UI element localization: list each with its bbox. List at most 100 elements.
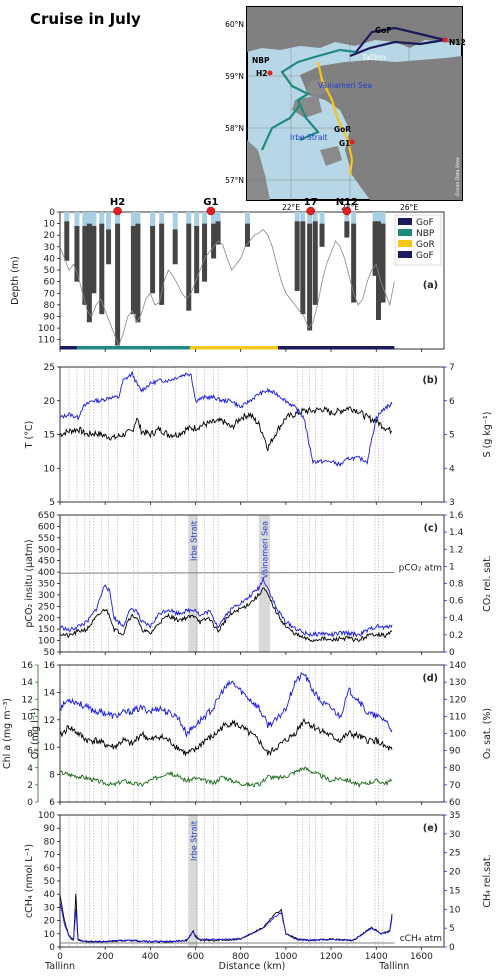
- cast-top-a: [82, 212, 88, 226]
- tick-label-co2sat-c: 0.4: [449, 614, 464, 624]
- ylabel-chl-d: Chl a (mg m⁻³): [2, 698, 13, 769]
- xtick-label-e: 600: [187, 952, 204, 962]
- series-ch4: [59, 893, 393, 944]
- panel-label-a: (a): [423, 280, 438, 291]
- annotation-ch4-atm: cCH₄ atm: [400, 934, 442, 944]
- cast-bar-a: [215, 221, 221, 245]
- series-chl-a: [59, 766, 393, 789]
- cast-top-a: [211, 212, 217, 224]
- tick-label-temp-b: 10: [44, 464, 56, 474]
- cast-bar-a: [99, 223, 105, 315]
- tick-label-chl-d: 10: [22, 712, 34, 722]
- cast-top-a: [380, 212, 386, 224]
- cast-top-a: [344, 212, 350, 222]
- tick-label-depth-a: 30: [44, 243, 56, 253]
- tick-label-o2sat-d: 90: [449, 747, 461, 757]
- tick-label-pco2-c: 50: [44, 648, 56, 658]
- map-lat-60: 60°N: [225, 20, 244, 29]
- cast-top-a: [244, 212, 250, 224]
- map-label-vainameri: Väinameri Sea: [318, 81, 372, 90]
- cast-top-a: [130, 212, 136, 226]
- panel-label-b: (b): [423, 375, 438, 386]
- map-lat-57: 57°N: [225, 176, 244, 185]
- tick-label-depth-a: 100: [38, 324, 55, 334]
- cast-top-a: [186, 212, 192, 224]
- tick-label-depth-a: 50: [44, 266, 56, 276]
- tick-label-chl-d: 6: [27, 747, 33, 757]
- series-pco2: [59, 587, 393, 643]
- tick-label-pco2-c: 650: [38, 511, 55, 521]
- tick-label-pco2-c: 400: [38, 568, 55, 578]
- cast-bar-a: [194, 225, 200, 294]
- cast-top-a: [115, 212, 121, 224]
- tick-label-temp-b: 20: [44, 397, 56, 407]
- ylabel-left-c: pCO₂ insitu (µatm): [24, 539, 35, 627]
- cast-bar-a: [344, 221, 350, 238]
- map-land-finland: [247, 7, 462, 52]
- tick-label-pco2-c: 100: [38, 637, 55, 647]
- map-label-irbe: Irbe Strait: [290, 133, 328, 142]
- cast-bar-a: [244, 223, 250, 247]
- shaded-region-c: [188, 515, 198, 652]
- annotation-shaded-c: Väinameri Sea: [260, 521, 269, 579]
- x-end-label-end: Tallinn: [378, 961, 409, 972]
- tick-label-ch4sat-e: 35: [449, 811, 460, 821]
- tick-label-co2sat-c: 1.4: [449, 528, 464, 538]
- tick-label-co2sat-c: 1: [449, 562, 455, 572]
- map-station-n12: [442, 37, 448, 43]
- cast-bar-a: [380, 223, 386, 303]
- tick-label-pco2-c: 550: [38, 534, 55, 544]
- cast-bar-a: [319, 223, 325, 247]
- map-label-gor: GoR: [334, 125, 351, 134]
- tick-label-o2sat-d: 80: [449, 764, 461, 774]
- cast-bar-a: [351, 223, 357, 303]
- tick-label-ch4-e: 40: [44, 890, 56, 900]
- segment-gof: [60, 346, 77, 350]
- tick-label-depth-a: 110: [38, 336, 55, 346]
- cast-top-a: [300, 212, 306, 222]
- tick-label-sal-b: 6: [449, 397, 455, 407]
- tick-label-depth-a: 70: [44, 289, 56, 299]
- track-gor: [316, 61, 354, 176]
- segment-nbp: [76, 346, 190, 350]
- tick-label-sal-b: 7: [449, 363, 455, 373]
- tick-label-co2sat-c: 1.2: [449, 545, 463, 555]
- map-labels: GoF N12 NBP H2 Tallinn Väinameri Sea GoR…: [252, 26, 466, 148]
- legend-swatch: [398, 218, 412, 225]
- tick-label-ch4-e: 50: [44, 877, 56, 887]
- map-inset: GoF N12 NBP H2 Tallinn Väinameri Sea GoR…: [225, 6, 466, 212]
- cast-bar-a: [211, 223, 217, 259]
- station-marker-label: N12: [336, 197, 358, 208]
- cast-bar-a: [375, 221, 381, 320]
- tick-label-pco2-c: 450: [38, 557, 55, 567]
- track-nbp: [280, 48, 357, 142]
- figure-title: Cruise in July: [30, 10, 141, 28]
- series-salinity: [59, 370, 393, 468]
- cast-top-a: [307, 212, 313, 224]
- tick-label-o2-d: 8: [49, 771, 55, 781]
- xlabel: Distance (km): [219, 961, 286, 972]
- panel-label-c: (c): [424, 523, 438, 534]
- tick-label-depth-a: 60: [44, 278, 56, 288]
- annotation-shaded-c: Irbe Strait: [189, 521, 198, 561]
- cast-bar-a: [186, 223, 192, 311]
- tick-label-pco2-c: 300: [38, 591, 55, 601]
- tick-label-depth-a: 0: [49, 208, 55, 218]
- cast-bar-a: [300, 221, 306, 315]
- tick-label-ch4-e: 20: [44, 917, 56, 927]
- tick-label-ch4sat-e: 20: [449, 868, 461, 878]
- tick-label-ch4sat-e: 25: [449, 849, 460, 859]
- map-graticule: [247, 7, 462, 200]
- cast-top-a: [74, 212, 80, 226]
- track-nbp-2: [260, 104, 301, 151]
- x-end-label-start: Tallinn: [44, 961, 75, 972]
- tick-label-ch4sat-e: 15: [449, 886, 460, 896]
- map-label-gof: GoF: [375, 26, 391, 35]
- series-co2-sat: [59, 577, 393, 638]
- tick-label-temp-b: 15: [44, 431, 55, 441]
- map-label-tallinn: Tallinn: [361, 53, 386, 62]
- tick-label-o2sat-d: 110: [449, 712, 466, 722]
- station-marker-g1: [206, 206, 216, 216]
